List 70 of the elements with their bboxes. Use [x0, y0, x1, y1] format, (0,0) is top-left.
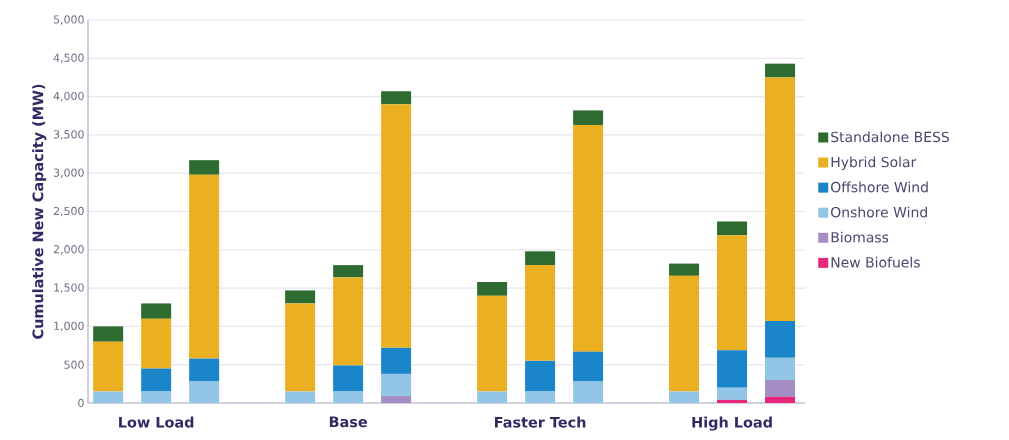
bar [189, 174, 220, 359]
x-tick-label: Low Load [119, 416, 194, 428]
y-tick-label: 0 [78, 398, 84, 408]
bar [717, 235, 748, 351]
legend-label: New Biofuels [831, 256, 920, 268]
bar [285, 391, 316, 403]
y-axis-title: Cumulative New Capacity (MW) [32, 84, 47, 339]
bar [573, 124, 604, 352]
bar [477, 281, 508, 296]
y-tick-label: 1,000 [54, 321, 84, 332]
y-tick-label: 3,500 [53, 130, 84, 140]
bar [765, 63, 796, 78]
bar [141, 368, 172, 392]
legend-label: Biomass [831, 231, 889, 243]
bar [141, 303, 172, 319]
bar [525, 391, 556, 403]
bar [669, 263, 700, 276]
bar [573, 351, 604, 382]
bar [669, 275, 700, 392]
bar [285, 303, 316, 392]
bar [285, 290, 316, 304]
y-tick-label: 5,000 [53, 15, 84, 25]
y-tick-label: 2,000 [53, 245, 84, 255]
bar [765, 357, 796, 381]
bar [333, 277, 364, 366]
y-tick-label: 4,500 [53, 53, 84, 63]
y-tick-label: 2,500 [53, 206, 84, 217]
legend-label: Onshore Wind [831, 206, 927, 218]
bar [189, 160, 220, 175]
bar [333, 365, 364, 392]
x-tick-label: High Load [692, 416, 772, 431]
bar [93, 391, 124, 403]
y-tick-label: 500 [64, 360, 84, 369]
legend-label: Hybrid Solar [831, 156, 917, 171]
x-tick-label: Base [329, 416, 368, 428]
bar [717, 221, 748, 236]
legend-label: Offshore Wind [831, 181, 928, 193]
bar [381, 104, 412, 348]
y-tick-label: 1,500 [54, 283, 84, 293]
bar [381, 347, 412, 374]
bar [381, 91, 412, 105]
bar [717, 399, 748, 403]
bar [573, 381, 604, 403]
y-tick-label: 3,000 [53, 168, 84, 178]
x-tick-label: Faster Tech [495, 416, 586, 428]
bar [477, 295, 508, 392]
bar [525, 251, 556, 266]
bar [525, 360, 556, 392]
bar [717, 350, 748, 388]
bar [381, 373, 412, 397]
bar [141, 318, 172, 369]
bar [765, 321, 796, 358]
bar [381, 396, 412, 403]
bar [765, 380, 796, 397]
bar [333, 265, 364, 278]
bar [765, 77, 796, 322]
bar [189, 358, 220, 382]
bar [141, 391, 172, 403]
y-tick-label: 4,000 [53, 91, 84, 102]
legend-label: Standalone BESS [831, 131, 949, 143]
bar [525, 265, 556, 361]
bar [333, 391, 364, 403]
bar [93, 326, 124, 342]
bar [717, 387, 748, 400]
bar [189, 381, 220, 403]
bar [765, 396, 796, 403]
bar [93, 341, 124, 392]
bar [573, 110, 604, 125]
bar [669, 391, 700, 403]
bar [477, 391, 508, 403]
